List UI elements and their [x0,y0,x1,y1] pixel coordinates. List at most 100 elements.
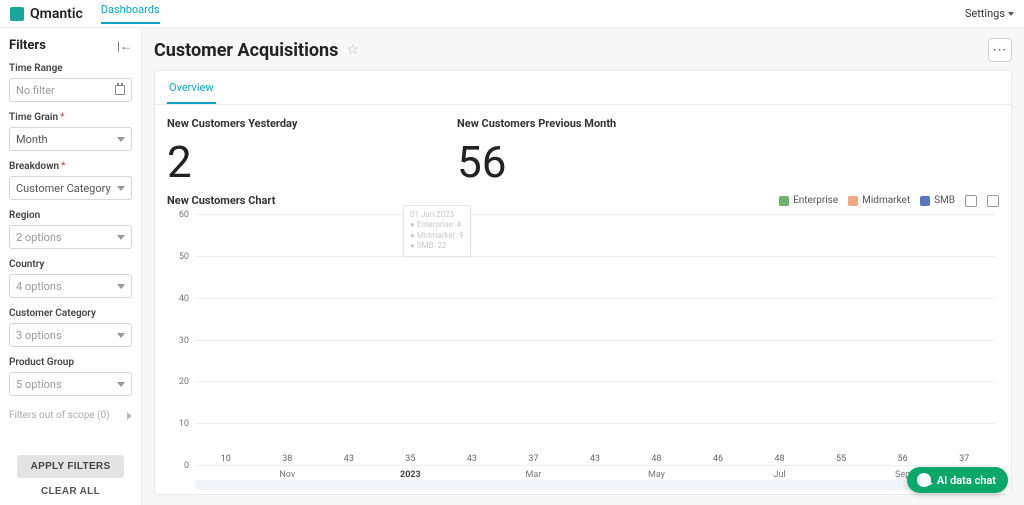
y-tick-label: 20 [179,377,189,387]
filter-label-time-grain: Time Grain* [9,112,132,123]
chart-legend: Enterprise Midmarket SMB [779,195,955,206]
bar-total-label: 35 [405,454,415,464]
kpi-label: New Customers Previous Month [457,117,717,130]
filter-time-range-value: No filter [16,84,55,97]
chart-area: New Customers Chart EnterpriseMidmarketS… [155,184,1011,494]
chart-body: 0102030405060 10384335433743484648555637… [167,211,999,490]
legend-item[interactable]: Enterprise [779,195,838,206]
tabs: Overview [155,71,1011,105]
y-tick-label: 10 [179,419,189,429]
brand-name: Qmantic [30,6,83,22]
bar-total-label: 37 [528,454,538,464]
calendar-icon [115,85,125,95]
favorite-star-icon[interactable]: ☆ [346,42,359,58]
x-tick-label: May [626,470,688,480]
chart-tooltip: 01 Jan 2023● Enterprise: 4● Midmarket: 9… [403,205,471,257]
x-tick-label: 2023 [380,470,442,480]
bar-total-label: 48 [774,454,784,464]
y-tick-label: 30 [179,336,189,346]
bar-total-label: 48 [651,454,661,464]
apply-filters-button[interactable]: APPLY FILTERS [17,455,125,478]
kpi-value: 56 [457,140,717,184]
chart-plot: 10384335433743484648555637 01 Jan 2023● … [195,215,995,466]
bar-total-label: 46 [713,454,723,464]
collapse-sidebar-icon[interactable]: |← [117,39,132,53]
chevron-down-icon [117,284,125,289]
legend-swatch-icon [779,196,789,206]
bar-total-label: 10 [221,454,231,464]
kpi-new-customers-prev-month: New Customers Previous Month 56 [457,117,717,184]
bar-total-label: 56 [898,454,908,464]
y-tick-label: 0 [184,461,189,471]
brand-mark-icon [10,7,24,21]
x-tick-label [441,470,503,480]
more-menu-button[interactable]: ⋯ [988,38,1012,62]
filter-label-region: Region [9,210,132,221]
chevron-down-icon [117,235,125,240]
x-tick-label: Mar [503,470,565,480]
x-tick-label [195,470,257,480]
filter-country[interactable]: 4 options [9,274,132,298]
kpi-label: New Customers Yesterday [167,117,427,130]
y-tick-label: 50 [179,252,189,262]
chart-x-axis: Nov2023MarMayJulSep [195,470,995,480]
x-tick-label [318,470,380,480]
tab-overview[interactable]: Overview [167,71,216,104]
bar-total-label: 55 [836,454,846,464]
settings-menu[interactable]: Settings [965,7,1014,20]
legend-label: SMB [934,195,955,206]
filter-label-time-range: Time Range [9,63,132,74]
filter-region[interactable]: 2 options [9,225,132,249]
brand: Qmantic [10,6,83,22]
bar-total-label: 43 [344,454,354,464]
filters-sidebar: Filters |← Time Range No filter Time Gra… [0,28,142,505]
filter-label-product-group: Product Group [9,357,132,368]
x-tick-label: Jul [749,470,811,480]
legend-label: Midmarket [862,195,910,206]
ai-data-chat-button[interactable]: AI data chat [907,467,1008,493]
chevron-down-icon [1008,12,1014,16]
y-tick-label: 40 [179,294,189,304]
chart-tool-icon[interactable] [965,195,977,207]
filters-title: Filters [9,38,46,53]
legend-swatch-icon [848,196,858,206]
filter-label-breakdown: Breakdown* [9,161,132,172]
filter-customer-category-value: 3 options [16,329,62,342]
y-tick-label: 60 [179,210,189,220]
legend-item[interactable]: SMB [920,195,955,206]
filter-customer-category[interactable]: 3 options [9,323,132,347]
chat-bubble-icon [917,473,931,487]
bar-total-label: 37 [959,454,969,464]
chevron-right-icon [127,412,132,420]
filter-label-country: Country [9,259,132,270]
filters-out-of-scope[interactable]: Filters out of scope (0) [9,406,132,425]
filter-time-range[interactable]: No filter [9,78,132,102]
page-title: Customer Acquisitions [154,40,338,61]
filter-region-value: 2 options [16,231,62,244]
filter-breakdown[interactable]: Customer Category [9,176,132,200]
chevron-down-icon [117,382,125,387]
clear-filters-button[interactable]: CLEAR ALL [41,486,100,497]
topbar: Qmantic Dashboards Settings [0,0,1024,28]
filter-country-value: 4 options [16,280,62,293]
chart-y-axis: 0102030405060 [167,215,191,466]
ai-chat-label: AI data chat [937,474,996,487]
chart-tool-icon[interactable] [987,195,999,207]
dashboard-panel: Overview New Customers Yesterday 2 New C… [154,70,1012,495]
bar-total-label: 43 [590,454,600,464]
settings-label: Settings [965,7,1005,20]
bar-total-label: 43 [467,454,477,464]
nav-dashboards[interactable]: Dashboards [101,3,160,24]
x-tick-label [810,470,872,480]
filter-time-grain[interactable]: Month [9,127,132,151]
chevron-down-icon [117,333,125,338]
chevron-down-icon [117,137,125,142]
x-tick-label: Nov [257,470,319,480]
filter-time-grain-value: Month [16,133,48,146]
chart-time-brush[interactable] [195,480,995,490]
legend-label: Enterprise [793,195,838,206]
filter-breakdown-value: Customer Category [16,182,111,195]
legend-item[interactable]: Midmarket [848,195,910,206]
filter-product-group[interactable]: 5 options [9,372,132,396]
filter-product-group-value: 5 options [16,378,62,391]
